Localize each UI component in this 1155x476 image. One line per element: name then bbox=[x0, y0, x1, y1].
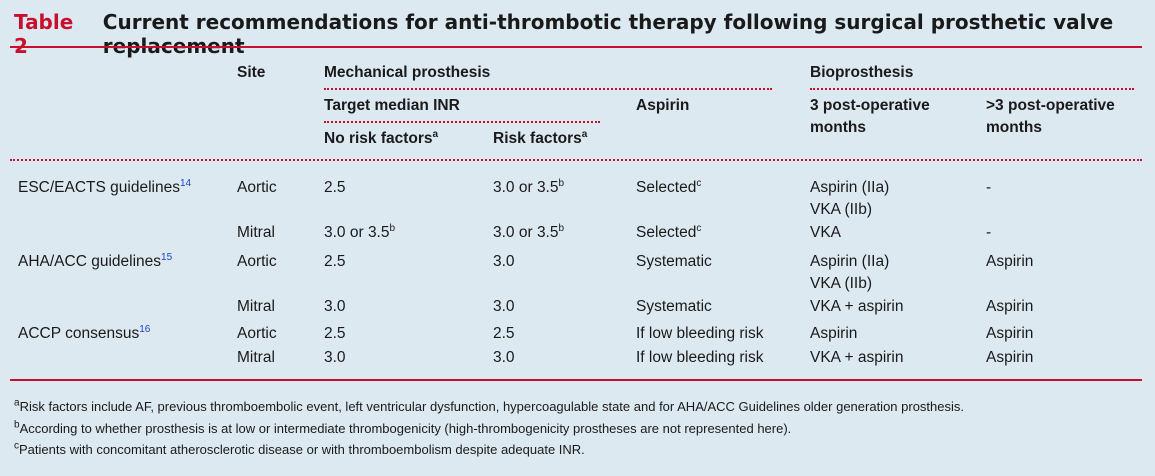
row-no-risk-inr: 2.5 bbox=[324, 253, 346, 270]
header-bio-gt3-line2: months bbox=[986, 119, 1042, 136]
row-source: AHA/ACC guidelines15 bbox=[18, 251, 173, 270]
row-no-risk-inr: 2.5 bbox=[324, 325, 346, 342]
row-bio-gt3-months: Aspirin bbox=[986, 349, 1034, 366]
mechanical-underline bbox=[324, 88, 772, 90]
row-no-risk-inr: 3.0 or 3.5b bbox=[324, 222, 396, 241]
row-site: Mitral bbox=[237, 349, 275, 366]
footnote: aRisk factors include AF, previous throm… bbox=[14, 397, 964, 414]
row-no-risk-inr: 3.0 bbox=[324, 349, 346, 366]
header-target-inr: Target median INR bbox=[324, 97, 460, 114]
header-mechanical: Mechanical prosthesis bbox=[324, 64, 491, 81]
header-bio-gt3: >3 post-operative bbox=[986, 97, 1115, 114]
row-site: Mitral bbox=[237, 224, 275, 241]
row-risk-inr: 3.0 bbox=[493, 298, 515, 315]
row-risk-inr: 2.5 bbox=[493, 325, 515, 342]
row-bio-gt3-months: - bbox=[986, 179, 992, 196]
row-site: Aortic bbox=[237, 179, 277, 196]
header-divider bbox=[10, 159, 1142, 161]
row-bio-gt3-months: Aspirin bbox=[986, 253, 1034, 270]
row-risk-inr: 3.0 or 3.5b bbox=[493, 177, 565, 196]
header-aspirin: Aspirin bbox=[636, 97, 690, 114]
footnote: bAccording to whether prosthesis is at l… bbox=[14, 419, 792, 436]
row-site: Aortic bbox=[237, 253, 277, 270]
row-site: Mitral bbox=[237, 298, 275, 315]
table-label: Table 2 bbox=[14, 10, 74, 58]
table-caption: Current recommendations for anti-thrombo… bbox=[102, 10, 1114, 58]
row-aspirin: Selectedc bbox=[636, 222, 702, 241]
header-bioprosthesis: Bioprosthesis bbox=[810, 64, 914, 81]
header-no-risk: No risk factorsa bbox=[324, 128, 439, 147]
header-risk: Risk factorsa bbox=[493, 128, 588, 147]
row-bio-gt3-months: Aspirin bbox=[986, 298, 1034, 315]
row-source: ACCP consensus16 bbox=[18, 323, 151, 342]
row-source: ESC/EACTS guidelines14 bbox=[18, 177, 192, 196]
row-bio-gt3-months: Aspirin bbox=[986, 325, 1034, 342]
header-bio-3-line2: months bbox=[810, 119, 866, 136]
row-aspirin: Systematic bbox=[636, 298, 712, 315]
footnote: cPatients with concomitant atherosclerot… bbox=[14, 440, 585, 457]
inr-underline bbox=[324, 121, 600, 123]
row-risk-inr: 3.0 bbox=[493, 253, 515, 270]
row-bio-3-months-line2: VKA (IIb) bbox=[810, 275, 873, 292]
row-no-risk-inr: 3.0 bbox=[324, 298, 346, 315]
row-bio-3-months: VKA bbox=[810, 224, 842, 241]
table-title: Table 2 Current recommendations for anti… bbox=[14, 10, 1155, 58]
row-bio-3-months: Aspirin bbox=[810, 325, 858, 342]
row-aspirin: If low bleeding risk bbox=[636, 325, 764, 342]
top-rule bbox=[10, 46, 1142, 48]
row-aspirin: If low bleeding risk bbox=[636, 349, 764, 366]
row-aspirin: Systematic bbox=[636, 253, 712, 270]
row-no-risk-inr: 2.5 bbox=[324, 179, 346, 196]
row-site: Aortic bbox=[237, 325, 277, 342]
bottom-rule bbox=[10, 379, 1142, 381]
row-bio-3-months: Aspirin (IIa) bbox=[810, 179, 890, 196]
row-bio-3-months: VKA + aspirin bbox=[810, 349, 904, 366]
row-risk-inr: 3.0 bbox=[493, 349, 515, 366]
row-bio-3-months: Aspirin (IIa) bbox=[810, 253, 890, 270]
header-bio-3: 3 post-operative bbox=[810, 97, 930, 114]
row-bio-3-months: VKA + aspirin bbox=[810, 298, 904, 315]
row-bio-3-months-line2: VKA (IIb) bbox=[810, 201, 873, 218]
row-aspirin: Selectedc bbox=[636, 177, 702, 196]
bioprosthesis-underline bbox=[810, 88, 1134, 90]
row-bio-gt3-months: - bbox=[986, 224, 992, 241]
header-site: Site bbox=[237, 64, 266, 81]
row-risk-inr: 3.0 or 3.5b bbox=[493, 222, 565, 241]
